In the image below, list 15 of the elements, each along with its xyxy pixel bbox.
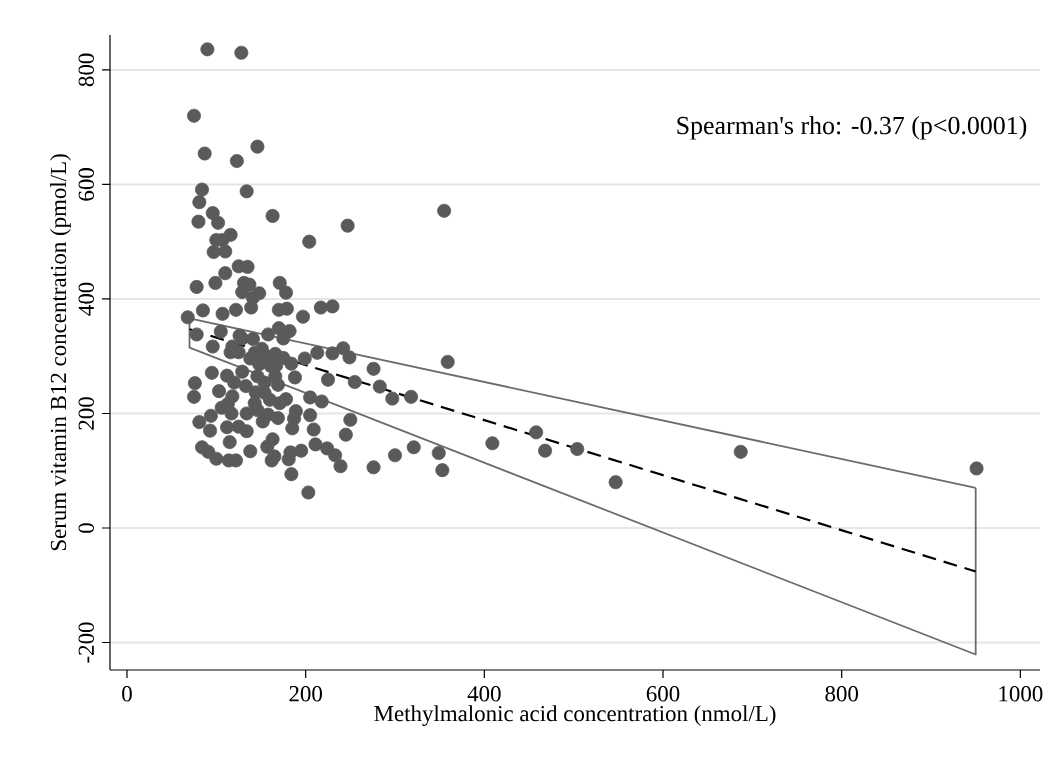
annotation: Spearman's rho: -0.37 (p<0.0001) [677,116,1027,140]
y-tick-label: 400 [78,282,94,316]
x-tick-label: 400 [467,686,501,702]
x-axis-title: Methylmalonic acid concentration (nmol/L) [374,705,776,727]
y-tick-label: 600 [78,168,94,201]
y-tick-label: 800 [78,53,94,87]
y-tick-label: -200 [78,622,94,663]
x-tick-label: 200 [289,686,322,702]
y-tick-label: 200 [78,397,94,430]
x-tick-label: 0 [122,686,132,702]
y-tick-label: 0 [78,523,94,533]
x-tick-label: 600 [646,686,680,702]
x-tick-label: 1000 [999,686,1043,702]
x-tick-label: 800 [825,686,859,702]
y-axis-title: Serum vitamin B12 concentration (pmol/L) [50,154,71,551]
